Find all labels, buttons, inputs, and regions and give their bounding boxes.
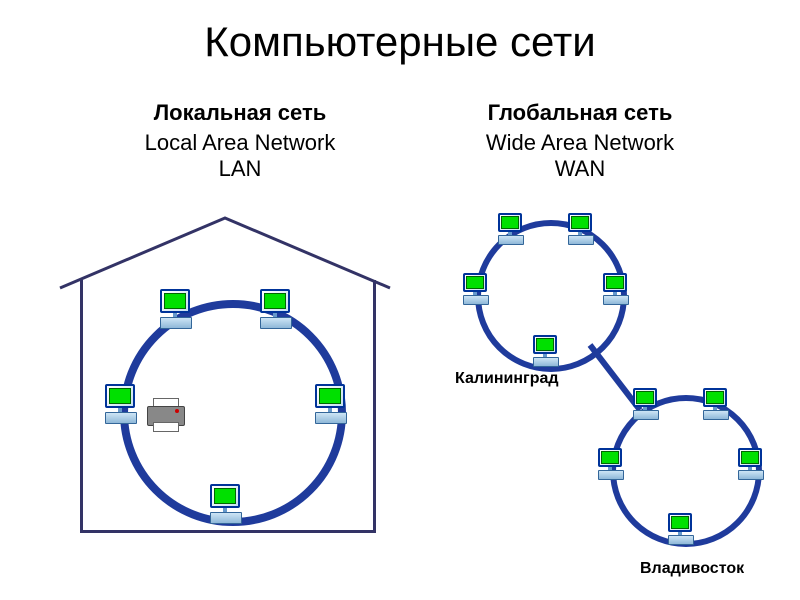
wan-heading: Глобальная сеть [430, 100, 730, 126]
lan-subtitle-1: Local Area Network [90, 130, 390, 156]
computer-icon [598, 273, 632, 307]
computer-icon [663, 513, 697, 547]
computer-icon [309, 384, 351, 426]
diagram-page: Компьютерные сети Локальная сеть Local A… [0, 0, 800, 600]
printer-icon [145, 398, 185, 432]
computer-icon [528, 335, 562, 369]
lan-heading: Локальная сеть [90, 100, 390, 126]
city-label-1: Калининград [455, 370, 559, 388]
computer-icon [628, 388, 662, 422]
wan-subtitle-2: WAN [430, 156, 730, 182]
page-title: Компьютерные сети [0, 18, 800, 66]
computer-icon [458, 273, 492, 307]
computer-icon [698, 388, 732, 422]
computer-icon [154, 289, 196, 331]
computer-icon [254, 289, 296, 331]
computer-icon [563, 213, 597, 247]
computer-icon [593, 448, 627, 482]
lan-subtitle-2: LAN [90, 156, 390, 182]
computer-icon [204, 484, 246, 526]
city-label-2: Владивосток [640, 560, 744, 578]
computer-icon [493, 213, 527, 247]
computer-icon [99, 384, 141, 426]
computer-icon [733, 448, 767, 482]
wan-subtitle-1: Wide Area Network [430, 130, 730, 156]
